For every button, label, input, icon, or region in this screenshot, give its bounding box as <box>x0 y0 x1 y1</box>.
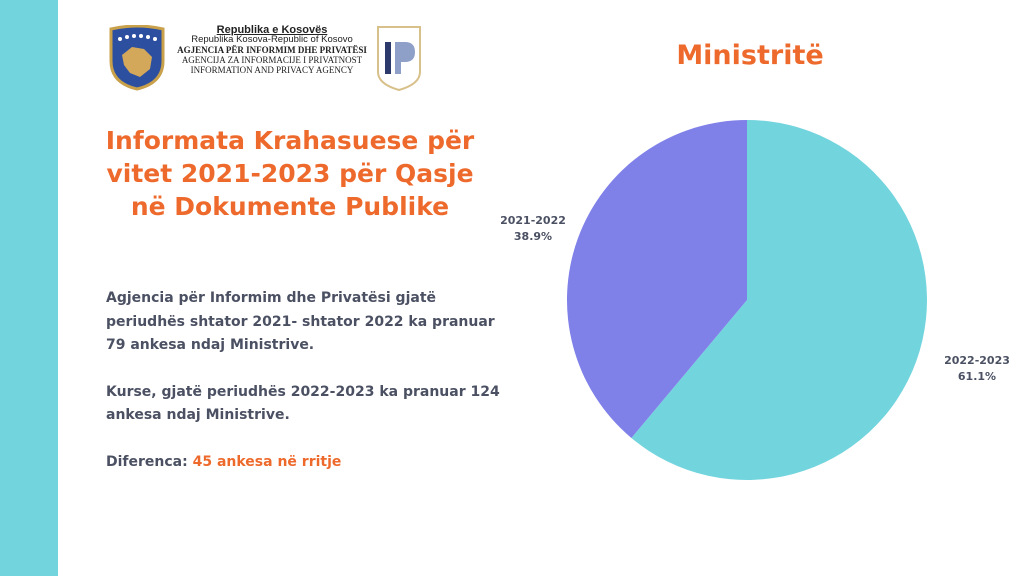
slice-category: 2021-2022 <box>500 214 566 227</box>
header-line-3: AGJENCIA PËR INFORMIM DHE PRIVATËSI <box>177 45 367 55</box>
agency-header: Republika e Kosovës Republika Kosova-Rep… <box>172 24 372 76</box>
paragraph-2: Kurse, gjatë periudhës 2022-2023 ka pran… <box>106 383 500 424</box>
difference-label: Diferenca: <box>106 453 188 470</box>
chart-title: Ministritë <box>676 40 824 71</box>
slice-percent: 38.9% <box>513 230 553 243</box>
slide-body: Agjencia për Informim dhe Privatësi gjat… <box>106 287 506 497</box>
header-line-2: Republika Kosova-Republic of Kosovo <box>191 34 353 45</box>
pie-slice-2022-2023 <box>631 120 928 480</box>
difference-value: 45 ankesa në rritje <box>192 453 342 470</box>
header-line-1: Republika e Kosovës <box>216 24 328 36</box>
difference-line: Diferenca: 45 ankesa në rritje <box>106 451 506 475</box>
header-line-4: AGENCIJA ZA INFORMACIJE I PRIVATNOST <box>181 55 363 65</box>
slice-percent: 61.1% <box>957 370 997 383</box>
slice-category: 2022-2023 <box>944 354 1010 367</box>
kosovo-coat-of-arms-icon <box>109 25 165 91</box>
slice-label-2021-2022: 2021-2022 38.9% <box>478 213 588 245</box>
slice-label-2022-2023: 2022-2023 61.1% <box>922 353 1024 385</box>
left-accent-bar <box>0 0 58 576</box>
ip-agency-logo-icon <box>377 26 421 92</box>
header-line-5: INFORMATION AND PRIVACY AGENCY <box>190 65 354 75</box>
paragraph-1: Agjencia për Informim dhe Privatësi gjat… <box>106 290 495 353</box>
pie-slice-2021-2022 <box>567 120 747 438</box>
slide-title: Informata Krahasuese për vitet 2021-2023… <box>105 126 475 221</box>
